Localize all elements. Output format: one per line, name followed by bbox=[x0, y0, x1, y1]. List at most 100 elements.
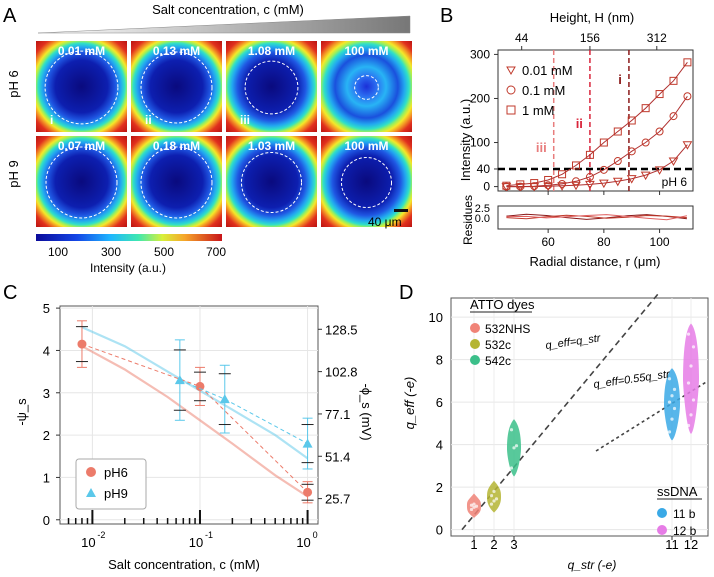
row-label-ph6: pH 6 bbox=[6, 70, 21, 97]
point-ph9 bbox=[302, 438, 313, 448]
y-tick-label-b: 300 bbox=[470, 47, 490, 61]
violin-point bbox=[514, 444, 519, 448]
point-ph6 bbox=[303, 487, 313, 497]
legend-ssdna: ssDNA 11 b 12 b bbox=[657, 484, 702, 538]
marker-square bbox=[530, 179, 539, 188]
colorbar bbox=[36, 234, 222, 241]
y2-tick-label: 102.8 bbox=[325, 365, 358, 380]
violin-point bbox=[691, 398, 696, 402]
marker-triangle bbox=[501, 183, 512, 191]
y-tick-label-c: 2 bbox=[43, 428, 50, 443]
violin-point bbox=[667, 400, 672, 404]
tile-roman-label: i bbox=[50, 113, 53, 127]
y-tick-label-b: 100 bbox=[470, 136, 490, 150]
marker-circle bbox=[558, 179, 567, 188]
x-tick-label-d: 12 bbox=[684, 537, 698, 552]
tile-grid: 0.01 mM i 0.13 mM ii 1.08 mM iii 100 mM 0.07 mM… bbox=[36, 41, 412, 227]
tile-ring bbox=[244, 60, 299, 115]
residue-tick-mid: 0.0 bbox=[475, 213, 490, 225]
marker-circle bbox=[669, 112, 678, 121]
legend-label-d: 532c bbox=[485, 338, 511, 352]
tile-image bbox=[226, 41, 317, 132]
marker-triangle bbox=[529, 183, 540, 191]
residue-lines bbox=[506, 213, 687, 221]
y-tick-label-d: 6 bbox=[436, 395, 443, 410]
marker-square bbox=[572, 161, 580, 170]
tile-conc-label: 1.08 mM bbox=[248, 44, 295, 58]
legend-label-ph9: pH9 bbox=[104, 486, 128, 501]
tile-image bbox=[131, 41, 222, 132]
violin-point bbox=[686, 381, 691, 385]
legend-title-attodyes: ATTO dyes bbox=[470, 297, 535, 312]
tile-ring bbox=[140, 146, 213, 219]
panel-a-letter: A bbox=[3, 5, 17, 27]
legend-label-d: 532NHS bbox=[485, 322, 530, 336]
legend-label-d: 542c bbox=[485, 354, 511, 368]
fit-line-pH6 bbox=[81, 345, 309, 498]
tile-image bbox=[36, 41, 127, 132]
y-tick-label-b: 0 bbox=[483, 180, 490, 194]
top-axis-label: Height, H (nm) bbox=[550, 10, 635, 25]
legend-marker-d bbox=[657, 525, 667, 535]
x-ticks-b bbox=[547, 191, 661, 195]
y-tick-label-c: 1 bbox=[43, 470, 50, 485]
marker-square bbox=[627, 116, 636, 125]
colorbar-label: Intensity (a.u.) bbox=[90, 261, 166, 275]
violin-point bbox=[509, 466, 514, 470]
legend-label-b: 0.01 mM bbox=[522, 63, 573, 78]
legend-marker-d bbox=[470, 339, 480, 349]
tile-conc-label: 100 mM bbox=[344, 44, 388, 58]
y2-tick-label: 77.1 bbox=[325, 407, 350, 422]
marker-circle bbox=[655, 127, 664, 136]
data-line-pH6 bbox=[81, 343, 308, 493]
data-line-pH9 bbox=[179, 379, 308, 445]
marker-square bbox=[516, 180, 525, 189]
y2-tick-label: 128.5 bbox=[325, 322, 358, 337]
vline-label-ii: ii bbox=[576, 116, 583, 131]
violin-point bbox=[667, 430, 672, 434]
y-axis-label-d: q_eff (-e) bbox=[402, 377, 417, 430]
colorbar-tick-100: 100 bbox=[48, 245, 68, 259]
marker-square bbox=[558, 170, 567, 179]
x-tick-label-d: 11 bbox=[665, 537, 679, 552]
top-tick-label: 44 bbox=[515, 31, 529, 45]
row-label-ph9: pH 9 bbox=[6, 160, 21, 187]
scale-bar bbox=[394, 209, 408, 212]
tile-conc-label: 1.03 mM bbox=[248, 139, 295, 153]
marker-triangle bbox=[515, 183, 526, 191]
data-markers bbox=[501, 58, 693, 191]
tile-ring bbox=[354, 75, 379, 100]
colorbar-tick-700: 700 bbox=[206, 245, 226, 259]
violin-point bbox=[691, 345, 696, 349]
scale-bar-label: 40 μm bbox=[368, 215, 402, 229]
x-tick-exponent-c: -2 bbox=[97, 530, 105, 540]
tile-ring bbox=[45, 146, 118, 219]
marker-triangle bbox=[557, 182, 567, 191]
x-tick-label-c: 10 bbox=[296, 535, 310, 550]
marker-circle bbox=[613, 157, 622, 166]
violin-point bbox=[509, 428, 514, 432]
y-tick-label-d: 10 bbox=[429, 310, 443, 325]
legend-marker-triangle bbox=[506, 66, 516, 76]
legend-label-b: 1 mM bbox=[522, 103, 555, 118]
tile-image bbox=[321, 41, 412, 132]
violin-point bbox=[469, 507, 474, 512]
x-tick-label-d: 3 bbox=[510, 537, 517, 552]
tile-conc-label: 0.07 mM bbox=[58, 139, 105, 153]
tile-ring bbox=[240, 151, 303, 214]
violin-point bbox=[489, 494, 494, 498]
legend-marker-ph9 bbox=[86, 488, 96, 497]
tile-conc-label: 100 mM bbox=[344, 139, 388, 153]
point-ph6 bbox=[77, 339, 87, 349]
tile-roman-label: iii bbox=[240, 113, 250, 127]
violin-point bbox=[494, 497, 499, 501]
x-axis-label-b: Radial distance, r (μm) bbox=[529, 254, 660, 269]
y-tick-label-b: 200 bbox=[470, 91, 490, 105]
legend-b: 0.01 mM 0.1 mM 1 mM bbox=[506, 63, 573, 118]
marker-triangle bbox=[585, 180, 595, 190]
x-tick-label-c: 10 bbox=[81, 535, 95, 550]
